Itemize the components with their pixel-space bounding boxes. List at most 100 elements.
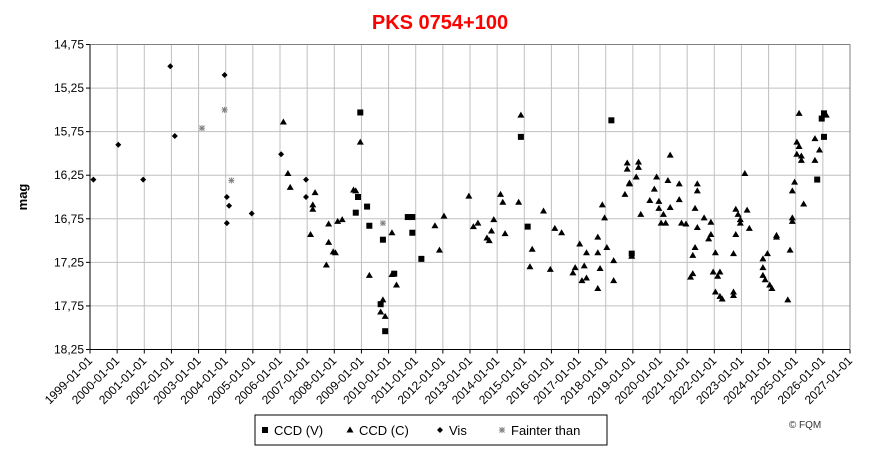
point-vis: [221, 72, 228, 78]
point-ccd-c: [528, 245, 536, 252]
point-ccd-c: [730, 250, 738, 257]
point-ccd-c: [517, 111, 525, 118]
point-ccd-c: [487, 227, 495, 234]
point-ccd-c: [497, 190, 505, 197]
point-ccd-c: [558, 229, 566, 236]
point-ccd-c: [709, 268, 717, 275]
point-ccd-c: [469, 223, 477, 230]
point-ccd-v: [366, 222, 373, 229]
point-vis: [115, 141, 122, 148]
point-ccd-c: [788, 214, 796, 221]
y-axis-label: mag: [15, 184, 30, 211]
point-ccd-v: [391, 270, 398, 277]
point-ccd-c: [578, 277, 586, 284]
point-ccd-c: [682, 220, 690, 227]
point-ccd-c: [741, 169, 749, 176]
point-ccd-c: [286, 183, 294, 190]
point-vis: [303, 176, 310, 183]
point-ccd-c: [352, 187, 360, 194]
point-ccd-c: [551, 224, 559, 231]
point-ccd-c: [431, 222, 439, 229]
point-ccd-c: [745, 224, 753, 231]
point-ccd-v: [818, 115, 825, 122]
point-ccd-c: [693, 187, 701, 194]
point-ccd-v: [409, 214, 416, 221]
y-tick-label: 17,25: [54, 255, 84, 269]
point-ccd-c: [490, 216, 498, 223]
point-ccd-c: [594, 233, 602, 240]
point-ccd-c: [675, 196, 683, 203]
point-ccd-c: [646, 196, 654, 203]
point-ccd-c: [693, 180, 701, 187]
point-ccd-c: [795, 109, 803, 116]
point-ccd-c: [485, 237, 493, 244]
point-ccd-c: [666, 203, 674, 210]
y-tick-label: 15,25: [54, 81, 84, 95]
point-ccd-c: [650, 185, 658, 192]
data-points: [90, 63, 830, 335]
y-tick-labels: 14,75 15,25 15,75 16,25 16,75 17,25 17,75 18,25: [54, 38, 84, 357]
x-tick-labels: 1999-01-012000-01-012001-01-012002-01-01…: [42, 353, 856, 407]
point-ccd-c: [576, 240, 584, 247]
point-ccd-c: [655, 197, 663, 204]
series-ccd-v: [352, 109, 827, 335]
point-ccd-c: [596, 264, 604, 271]
point-ccd-v: [524, 223, 531, 230]
point-ccd-c: [793, 138, 801, 145]
point-ccd-c: [499, 198, 507, 205]
point-ccd-v: [404, 214, 411, 221]
point-ccd-c: [334, 217, 342, 224]
point-ccd-c: [598, 201, 606, 208]
point-vis: [303, 194, 310, 200]
legend-marker-square-icon: [262, 427, 268, 433]
point-ccd-c: [365, 271, 373, 278]
point-ccd-c: [815, 146, 823, 153]
point-ccd-v: [364, 203, 371, 210]
legend-label: Vis: [449, 423, 467, 438]
point-ccd-c: [691, 244, 699, 251]
point-ccd-c: [635, 163, 643, 170]
point-ccd-c: [763, 250, 771, 257]
point-ccd-c: [379, 296, 387, 303]
point-fainter-than: [221, 106, 228, 113]
point-vis: [140, 176, 147, 183]
point-ccd-v: [377, 301, 384, 308]
point-ccd-c: [759, 264, 767, 271]
point-ccd-c: [356, 138, 364, 145]
point-ccd-c: [594, 249, 602, 256]
legend-marker-asterisk-icon: [499, 427, 505, 433]
point-ccd-v: [418, 255, 425, 262]
point-ccd-c: [732, 205, 740, 212]
point-ccd-c: [795, 142, 803, 149]
point-ccd-c: [392, 281, 400, 288]
point-ccd-c: [569, 269, 577, 276]
point-ccd-c: [623, 165, 631, 172]
point-ccd-c: [707, 218, 715, 225]
point-ccd-c: [594, 285, 602, 291]
point-ccd-c: [689, 251, 697, 258]
point-ccd-c: [309, 205, 317, 212]
y-tick-label: 15,75: [54, 125, 84, 139]
point-ccd-v: [357, 109, 364, 116]
point-ccd-c: [768, 285, 776, 291]
point-ccd-c: [580, 262, 588, 269]
point-ccd-v: [608, 117, 615, 124]
point-ccd-c: [279, 118, 287, 125]
point-ccd-c: [659, 210, 667, 217]
point-ccd-c: [687, 273, 695, 280]
point-ccd-c: [637, 210, 645, 217]
point-ccd-c: [582, 249, 590, 256]
point-ccd-c: [666, 151, 674, 158]
point-ccd-c: [628, 252, 636, 259]
point-ccd-c: [734, 210, 742, 217]
series-fainter-than: [198, 106, 386, 227]
point-ccd-c: [582, 274, 590, 281]
point-ccd-c: [786, 246, 794, 253]
point-ccd-c: [736, 219, 744, 226]
point-ccd-c: [465, 192, 473, 199]
y-tick-label: 16,75: [54, 212, 84, 226]
point-ccd-c: [759, 255, 767, 262]
point-ccd-c: [307, 230, 315, 237]
point-ccd-c: [501, 230, 509, 237]
point-ccd-c: [311, 189, 319, 196]
